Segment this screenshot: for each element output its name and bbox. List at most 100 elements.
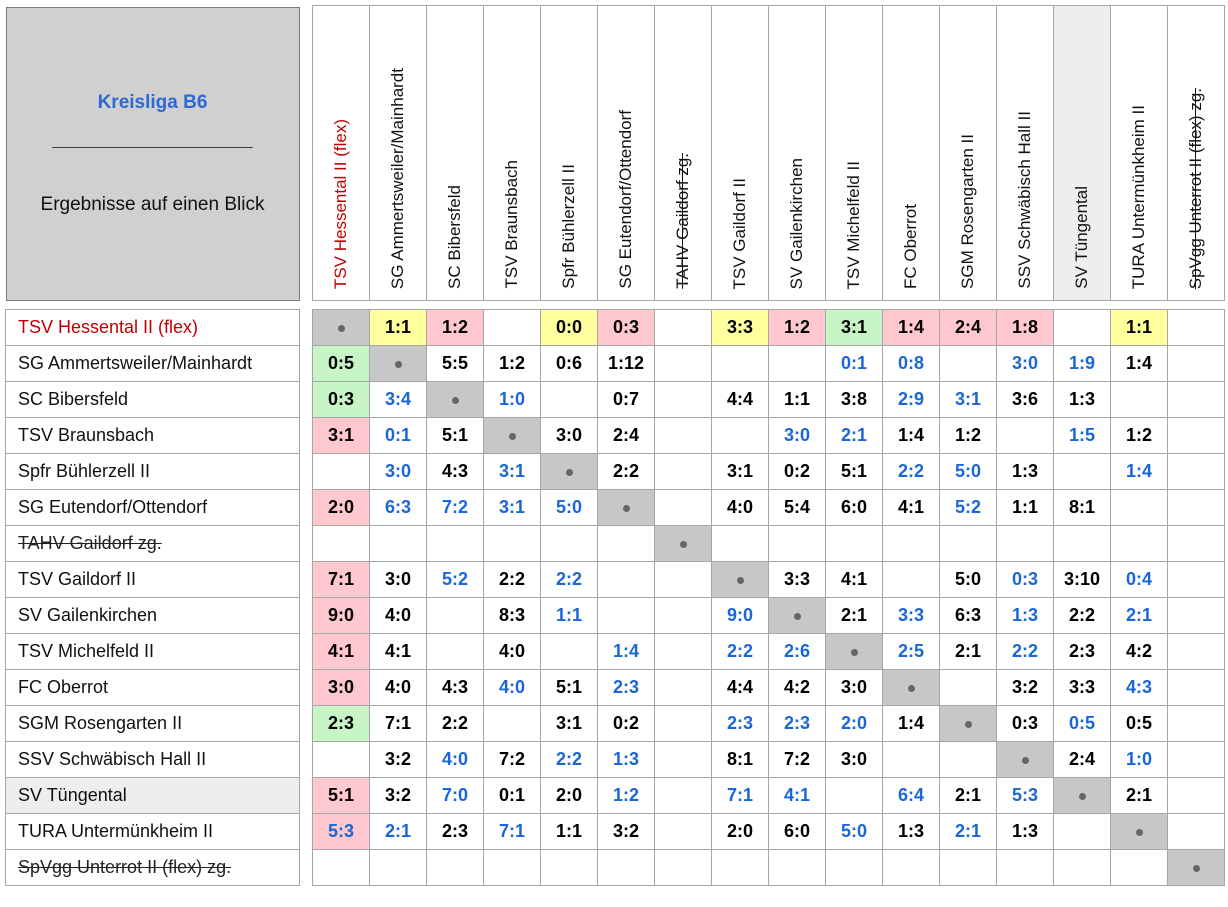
score-cell: 9:0 (711, 597, 769, 634)
table-row: SpVgg Unterrot II (flex) zg. (5, 849, 1225, 886)
empty-cell (654, 705, 712, 742)
score-cell: 1:9 (1053, 345, 1111, 382)
score-cell: 1:3 (996, 453, 1054, 490)
table-row: TAHV Gaildorf zg. (5, 525, 1225, 562)
column-team-name: SGM Rosengarten II (958, 134, 977, 289)
dot-icon (850, 648, 858, 656)
separator-line: ________________________ (52, 131, 253, 149)
table-row: TSV Braunsbach 3:1 0:1 5:1 3:0 2:4 3:0 2:1 1:4 1:… (5, 417, 1225, 454)
empty-cell (1167, 381, 1225, 418)
score-cell: 0:3 (996, 561, 1054, 598)
empty-cell (540, 633, 598, 670)
score-cell: 3:0 (825, 669, 883, 706)
score-cell: 4:4 (711, 669, 769, 706)
column-header-row: Kreisliga B6 ________________________ Erge… (5, 5, 1225, 301)
table-row: SG Ammertsweiler/Mainhardt 0:5 5:5 1:2 0:6 1:… (5, 345, 1225, 382)
empty-cell (711, 525, 769, 562)
score-cell: 1:2 (426, 309, 484, 346)
score-cell: 1:1 (540, 597, 598, 634)
empty-cell (597, 849, 655, 886)
score-cell: 1:1 (369, 309, 427, 346)
score-cell: 7:0 (426, 777, 484, 814)
empty-cell (882, 741, 940, 778)
score-cell: 4:2 (1110, 633, 1168, 670)
diagonal-cell (312, 309, 370, 346)
score-cell: 9:0 (312, 597, 370, 634)
empty-cell (1053, 309, 1111, 346)
row-gap (300, 526, 313, 562)
score-cell: 2:2 (996, 633, 1054, 670)
score-cell: 5:0 (540, 489, 598, 526)
diagonal-cell (1110, 813, 1168, 850)
dot-icon (1078, 792, 1086, 800)
score-cell: 2:3 (1053, 633, 1111, 670)
score-cell: 2:2 (711, 633, 769, 670)
score-cell: 2:1 (939, 777, 997, 814)
dot-icon (451, 396, 459, 404)
score-cell: 1:2 (939, 417, 997, 454)
empty-cell (312, 849, 370, 886)
title-panel: Kreisliga B6 ________________________ Erge… (5, 6, 300, 301)
score-cell: 1:3 (597, 741, 655, 778)
table-row: Spfr Bühlerzell II 3:0 4:3 3:1 2:2 3:1 0:2 5:1 2… (5, 453, 1225, 490)
score-cell: 0:5 (1053, 705, 1111, 742)
empty-cell (654, 453, 712, 490)
empty-cell (768, 525, 826, 562)
dot-icon (1192, 864, 1200, 872)
score-cell: 5:1 (540, 669, 598, 706)
row-team-name: TAHV Gaildorf zg. (5, 525, 300, 562)
empty-cell (1167, 309, 1225, 346)
diagonal-cell (939, 705, 997, 742)
score-cell: 4:0 (711, 489, 769, 526)
score-cell: 4:3 (426, 669, 484, 706)
score-cell: 4:0 (483, 669, 541, 706)
empty-cell (939, 849, 997, 886)
score-cell: 4:1 (825, 561, 883, 598)
score-cell: 5:4 (768, 489, 826, 526)
score-cell: 2:0 (711, 813, 769, 850)
column-header-team: TSV Hessental II (flex) (312, 5, 370, 301)
score-cell: 4:0 (369, 669, 427, 706)
dot-icon (679, 540, 687, 548)
column-header-team: TAHV Gaildorf zg. (654, 5, 712, 301)
score-cell: 3:10 (1053, 561, 1111, 598)
empty-cell (369, 849, 427, 886)
empty-cell (654, 813, 712, 850)
empty-cell (654, 669, 712, 706)
score-cell: 2:1 (1110, 777, 1168, 814)
score-cell: 2:3 (426, 813, 484, 850)
row-gap (300, 634, 313, 670)
league-title: Kreisliga B6 (97, 91, 208, 113)
table-row: FC Oberrot 3:0 4:0 4:3 4:0 5:1 2:3 4:4 4:2 3:0 3:2… (5, 669, 1225, 706)
column-team-name: SSV Schwäbisch Hall II (1015, 111, 1034, 289)
table-row: TSV Gaildorf II 7:1 3:0 5:2 2:2 2:2 3:3 4:1 5:0 0… (5, 561, 1225, 598)
column-header-team: FC Oberrot (882, 5, 940, 301)
score-cell: 4:0 (426, 741, 484, 778)
empty-cell (483, 525, 541, 562)
column-header-team: SGM Rosengarten II (939, 5, 997, 301)
score-cell: 2:2 (540, 741, 598, 778)
score-cell: 0:7 (597, 381, 655, 418)
empty-cell (540, 849, 598, 886)
empty-cell (1167, 525, 1225, 562)
empty-cell (939, 525, 997, 562)
score-cell: 1:1 (1110, 309, 1168, 346)
empty-cell (654, 381, 712, 418)
column-team-name: SG Eutendorf/Ottendorf (616, 110, 635, 289)
column-header-team: TURA Untermünkheim II (1110, 5, 1168, 301)
dot-icon (565, 468, 573, 476)
score-cell: 1:1 (540, 813, 598, 850)
empty-cell (768, 849, 826, 886)
empty-cell (711, 849, 769, 886)
empty-cell (1167, 705, 1225, 742)
empty-cell (369, 525, 427, 562)
score-cell: 1:2 (597, 777, 655, 814)
row-team-name: SC Bibersfeld (5, 381, 300, 418)
score-cell: 2:1 (369, 813, 427, 850)
empty-cell (1167, 453, 1225, 490)
score-cell: 3:3 (768, 561, 826, 598)
score-cell: 2:1 (825, 417, 883, 454)
empty-cell (825, 777, 883, 814)
row-team-name: SV Tüngental (5, 777, 300, 814)
diagonal-cell (1053, 777, 1111, 814)
